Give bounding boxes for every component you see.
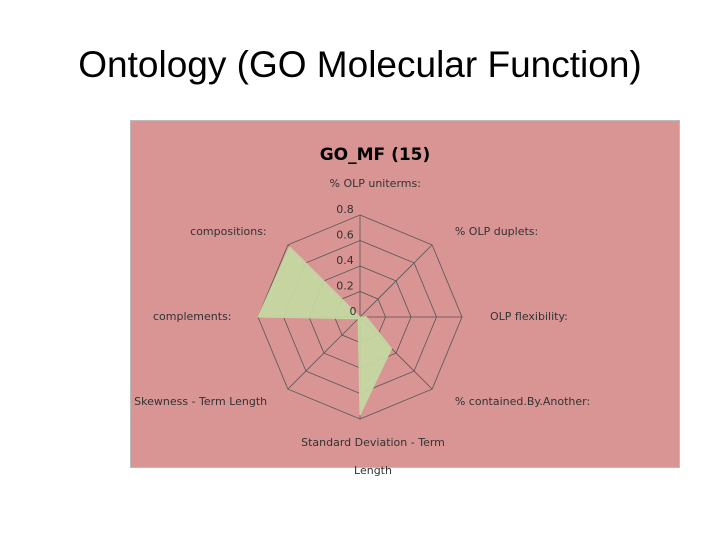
r-tick-label: 0.2 xyxy=(336,280,354,293)
chart-title: GO_MF (15) xyxy=(320,145,431,165)
category-label: Skewness - Term Length xyxy=(134,394,268,408)
r-tick-label: 0.6 xyxy=(336,229,354,242)
r-tick-label: 0.4 xyxy=(336,254,354,267)
category-label: % OLP uniterms: xyxy=(329,177,421,190)
radar-area xyxy=(257,245,393,416)
r-tick-label: 0 xyxy=(350,305,357,318)
chart-panel xyxy=(130,120,680,468)
r-tick-label: 0.8 xyxy=(336,203,354,216)
category-label: OLP flexibility: xyxy=(490,310,568,323)
category-label: % contained.By.Another: xyxy=(454,394,591,408)
category-label: compositions: xyxy=(190,225,267,239)
slide-title: Ontology (GO Molecular Function) xyxy=(78,44,642,85)
grid-ring xyxy=(257,214,463,420)
category-label: complements: xyxy=(153,310,232,323)
category-label: Standard Deviation - Term Length xyxy=(301,436,445,477)
category-label: % OLP duplets: xyxy=(454,225,539,239)
